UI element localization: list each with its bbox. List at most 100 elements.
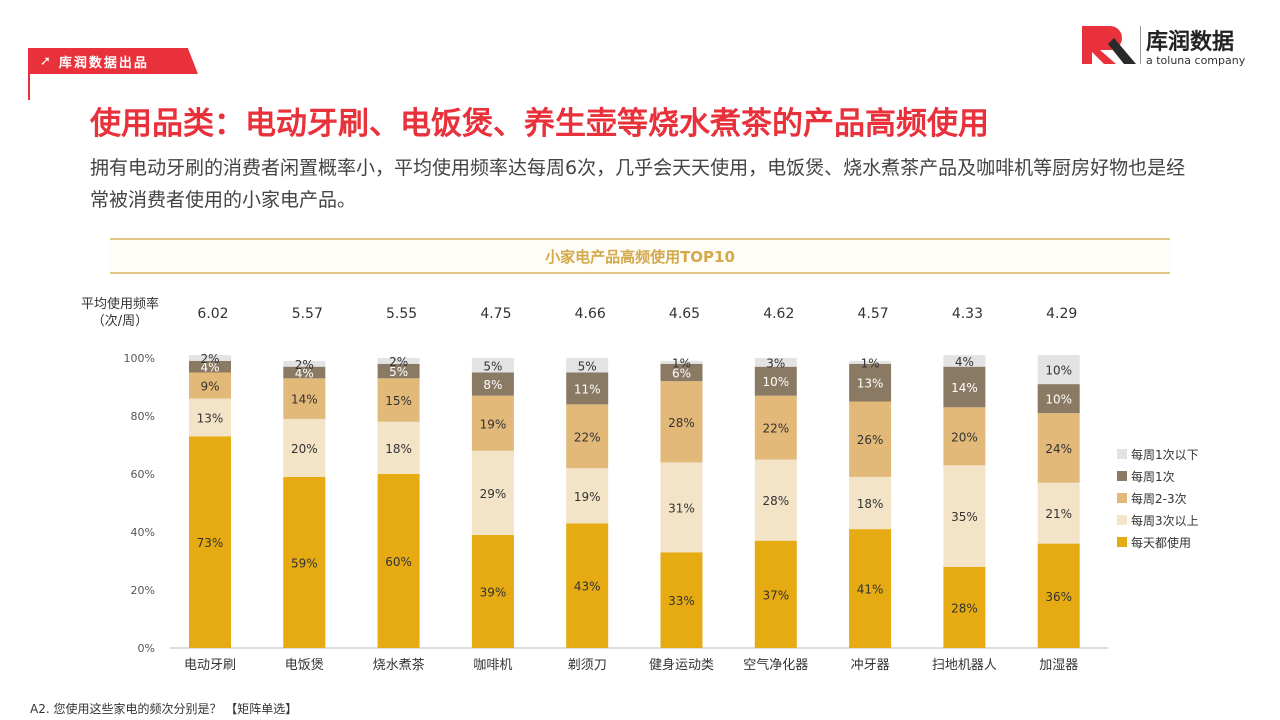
bar-segment	[943, 366, 986, 408]
data-label: 26%	[857, 433, 884, 447]
data-label: 4%	[295, 367, 314, 381]
data-label: 18%	[385, 442, 412, 456]
data-label: 33%	[668, 594, 695, 608]
bar-segment	[1037, 413, 1080, 483]
legend-swatch	[1117, 493, 1127, 503]
bar-segment	[566, 523, 609, 648]
bar-segment	[471, 372, 514, 396]
data-label: 21%	[1045, 507, 1072, 521]
data-label: 19%	[480, 417, 507, 431]
logo-subtitle: a toluna company	[1146, 54, 1246, 67]
brand-tag: ➚ 库润数据出品	[28, 48, 198, 74]
avg-frequency-value: 5.55	[386, 306, 417, 322]
y-tick-label: 60%	[131, 468, 155, 481]
bar-segment	[189, 360, 231, 373]
x-tick-label: 扫地机器人	[932, 658, 997, 673]
data-label: 1%	[861, 356, 880, 370]
x-tick-label: 烧水煮茶	[373, 657, 425, 673]
data-label: 31%	[668, 501, 695, 515]
bar-segment	[754, 366, 797, 396]
data-label: 2%	[200, 352, 219, 366]
data-label: 14%	[291, 393, 318, 407]
legend-label: 每天都使用	[1131, 535, 1191, 550]
bar-segment	[849, 360, 892, 364]
avg-frequency-label: 平均使用频率 （次/周）	[70, 296, 170, 330]
data-label: 37%	[762, 588, 789, 602]
x-tick-label: 剃须刀	[568, 658, 607, 673]
data-label: 10%	[1045, 393, 1072, 407]
bar-segment	[660, 363, 703, 382]
bar-segment	[566, 358, 609, 373]
y-tick-label: 20%	[131, 584, 155, 597]
avg-frequency-value: 5.57	[292, 306, 323, 322]
data-label: 22%	[574, 430, 601, 444]
bar-segment	[377, 474, 420, 648]
avg-frequency-value: 4.57	[858, 306, 889, 322]
bar-segment	[660, 381, 703, 463]
data-label: 13%	[197, 411, 224, 425]
data-label: 18%	[857, 497, 884, 511]
data-label: 35%	[951, 510, 978, 524]
bar-segment	[943, 355, 986, 367]
bar-segment	[754, 540, 797, 648]
data-label: 19%	[574, 490, 601, 504]
logo-mark-icon	[1082, 26, 1136, 64]
bar-segment	[377, 358, 420, 364]
bar-segment	[566, 372, 609, 405]
avg-frequency-value: 6.02	[197, 306, 228, 322]
legend-label: 每周3次以上	[1131, 513, 1199, 528]
data-label: 39%	[480, 585, 507, 599]
logo-text: 库润数据	[1146, 30, 1235, 55]
avg-frequency-value: 4.65	[669, 306, 700, 322]
footnote: A2. 您使用这些家电的频次分别是？ 【矩阵单选】	[30, 702, 298, 716]
legend-label: 每周1次	[1131, 469, 1175, 484]
bar-segment	[377, 378, 420, 422]
avg-frequency-value: 4.75	[480, 306, 511, 322]
page-title: 使用品类：电动牙刷、电饭煲、养生壶等烧水煮茶的产品高频使用	[90, 106, 989, 142]
data-label: 13%	[857, 377, 884, 391]
avg-frequency-label-line1: 平均使用频率	[80, 297, 159, 312]
data-label: 10%	[762, 375, 789, 389]
bar-segment	[1037, 482, 1080, 544]
bar-segment	[849, 476, 892, 530]
bar-segment	[283, 378, 326, 419]
x-tick-label: 咖啡机	[473, 658, 512, 673]
data-label: 2%	[389, 355, 408, 369]
data-label: 36%	[1045, 590, 1072, 604]
bar-segment	[1037, 355, 1080, 385]
data-label: 11%	[574, 382, 601, 396]
data-label: 73%	[197, 536, 224, 550]
bar-segment	[471, 450, 514, 535]
bar-segment	[849, 529, 892, 648]
data-label: 10%	[1045, 364, 1072, 378]
data-label: 9%	[200, 380, 219, 394]
bar-segment	[283, 366, 326, 379]
data-label: 20%	[951, 430, 978, 444]
bar-segment	[283, 476, 326, 648]
data-label: 59%	[291, 556, 318, 570]
data-label: 28%	[762, 494, 789, 508]
bar-segment	[660, 462, 703, 553]
company-logo: 库润数据 a toluna company	[1080, 22, 1260, 70]
bar-segment	[1037, 543, 1080, 648]
avg-frequency-value: 4.62	[763, 306, 794, 322]
legend-swatch	[1117, 537, 1127, 547]
chart-title: 小家电产品高频使用TOP10	[110, 238, 1170, 274]
data-label: 20%	[291, 442, 318, 456]
y-tick-label: 100%	[124, 352, 155, 365]
x-tick-label: 电饭煲	[285, 657, 324, 673]
legend-swatch	[1117, 449, 1127, 459]
y-tick-label: 40%	[131, 526, 155, 539]
brand-tag-label: 库润数据出品	[58, 55, 149, 71]
bar-segment	[566, 404, 609, 469]
avg-frequency-value: 4.33	[952, 306, 983, 322]
legend-label: 每周2-3次	[1131, 491, 1187, 506]
avg-frequency-label-line2: （次/周）	[91, 314, 149, 329]
bar-segment	[189, 398, 231, 437]
y-tick-label: 0%	[138, 642, 155, 655]
bar-segment	[471, 534, 514, 648]
data-label: 8%	[483, 378, 502, 392]
avg-frequency-value: 4.29	[1046, 306, 1077, 322]
legend-label: 每周1次以下	[1131, 447, 1199, 462]
data-label: 5%	[578, 359, 597, 373]
